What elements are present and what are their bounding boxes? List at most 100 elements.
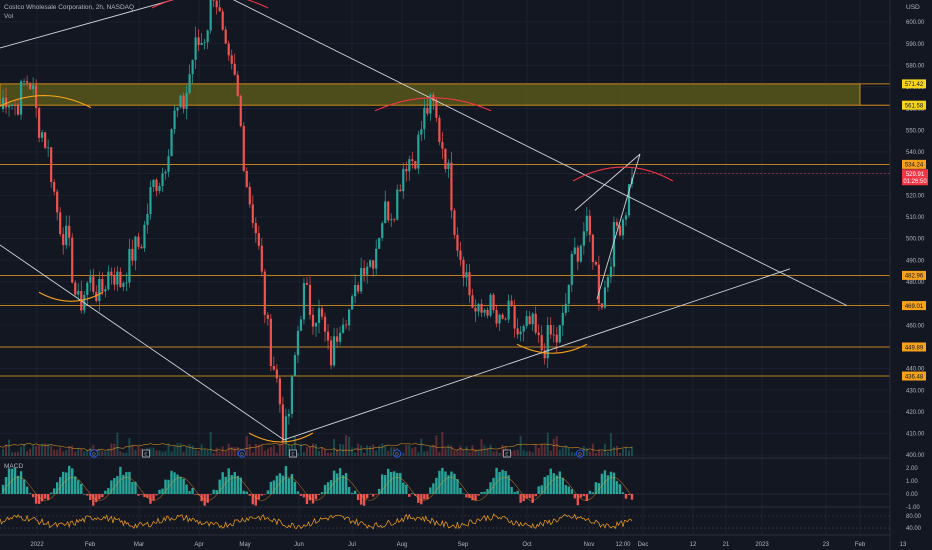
macd-bar: [155, 494, 158, 496]
macd-bar: [296, 491, 300, 494]
volume-bar: [369, 446, 372, 456]
macd-bar: [381, 474, 384, 494]
event-marker[interactable]: D: [90, 449, 99, 458]
candle-body: [260, 245, 263, 272]
osc-tick-label: 80.00: [906, 514, 922, 520]
macd-bar: [55, 482, 59, 494]
macd-bar: [432, 483, 435, 494]
candle-body: [390, 219, 393, 221]
event-marker[interactable]: D: [576, 449, 585, 458]
macd-bar: [453, 473, 456, 494]
macd-bar: [335, 473, 339, 494]
time-tick-label: 12:00: [615, 542, 631, 548]
volume-bar: [549, 450, 552, 456]
time-axis[interactable]: 2022 Feb Mar Apr May Jun Jul Aug Sep Oct Nov 12:00 D…: [30, 542, 907, 548]
macd-bar: [350, 492, 354, 494]
macd-bar: [450, 471, 453, 494]
volume-bar: [248, 444, 251, 456]
macd-bar: [275, 475, 279, 494]
macd-bar: [224, 476, 227, 494]
candle-body: [227, 43, 230, 56]
volume-bar: [453, 450, 456, 456]
macd-bar: [176, 474, 179, 494]
price-tick-label: 590.00: [906, 42, 925, 48]
macd-bar: [341, 475, 345, 494]
volume-bar: [167, 443, 170, 456]
price-tick-label: 430.00: [906, 388, 925, 394]
macd-bar: [531, 494, 534, 503]
candle-body: [570, 253, 573, 285]
candle-body: [308, 284, 312, 315]
macd-bar: [227, 468, 230, 494]
candle-body: [420, 129, 423, 135]
macd-bar: [435, 477, 438, 494]
macd-bar: [480, 491, 483, 494]
volume-bar: [44, 443, 47, 456]
volume-bar: [585, 447, 588, 456]
candle-body: [540, 335, 543, 351]
candle-body: [600, 303, 604, 308]
volume-bar: [381, 443, 384, 456]
candle-body: [56, 191, 59, 213]
volume-bar: [501, 444, 504, 456]
candle-body: [284, 416, 288, 443]
macd-bar: [368, 493, 372, 495]
candle-body: [62, 234, 65, 246]
price-tick-label: 500.00: [906, 237, 925, 243]
volume-bar: [582, 446, 585, 456]
candle-body: [194, 37, 197, 60]
event-marker[interactable]: D: [237, 449, 246, 458]
candle-body: [441, 141, 444, 149]
volume-bar: [254, 443, 257, 456]
macd-bar: [332, 470, 336, 494]
macd-bar: [371, 494, 375, 497]
candle-body: [411, 159, 414, 161]
macd-bar: [137, 494, 140, 496]
volume-bar: [218, 451, 221, 456]
last-price-tag-bg: [902, 169, 928, 186]
macd-bar: [525, 494, 528, 499]
macd-bar: [107, 488, 110, 494]
macd-bar: [326, 482, 330, 494]
candle-body: [393, 219, 396, 221]
volume-bar: [251, 452, 254, 456]
volume-bar: [450, 445, 453, 456]
macd-bar: [170, 470, 173, 494]
volume-bar: [17, 451, 20, 456]
macd-bar: [74, 476, 77, 494]
candle-body: [32, 85, 35, 90]
earnings-icon: [289, 449, 297, 458]
price-tick-label: 410.00: [906, 432, 925, 438]
macd-bar: [209, 494, 212, 495]
event-marker[interactable]: E: [142, 449, 150, 458]
volume-bar: [158, 450, 161, 456]
event-marker[interactable]: E: [503, 449, 511, 458]
volume-bar: [588, 451, 591, 456]
macd-bar: [101, 494, 104, 498]
macd-bar: [10, 468, 14, 494]
macd-bar: [579, 494, 583, 498]
event-marker[interactable]: E: [289, 449, 297, 458]
symbol-title: Costco Wholesale Corporation, 2h, NASDAQ: [4, 4, 134, 11]
macd-bar: [323, 484, 327, 494]
trendline-main-ascending: [283, 268, 791, 441]
macd-bar: [468, 494, 471, 499]
candle-body: [296, 330, 300, 356]
wedge-upper-line: [574, 153, 641, 211]
macd-bar: [182, 478, 185, 494]
candle-body: [627, 184, 631, 216]
candle-body: [483, 309, 486, 313]
macd-bar: [564, 485, 567, 494]
macd-bar: [519, 494, 522, 503]
candle-body: [95, 291, 98, 302]
event-marker[interactable]: D: [392, 449, 401, 458]
macd-bar: [561, 477, 564, 494]
last-price-tag: 529.91: [906, 172, 925, 178]
volume-bar: [438, 451, 441, 456]
candle-body: [221, 11, 224, 30]
macd-bar: [390, 472, 393, 494]
price-tick-label: 440.00: [906, 367, 925, 373]
dividend-icon: [392, 449, 401, 458]
